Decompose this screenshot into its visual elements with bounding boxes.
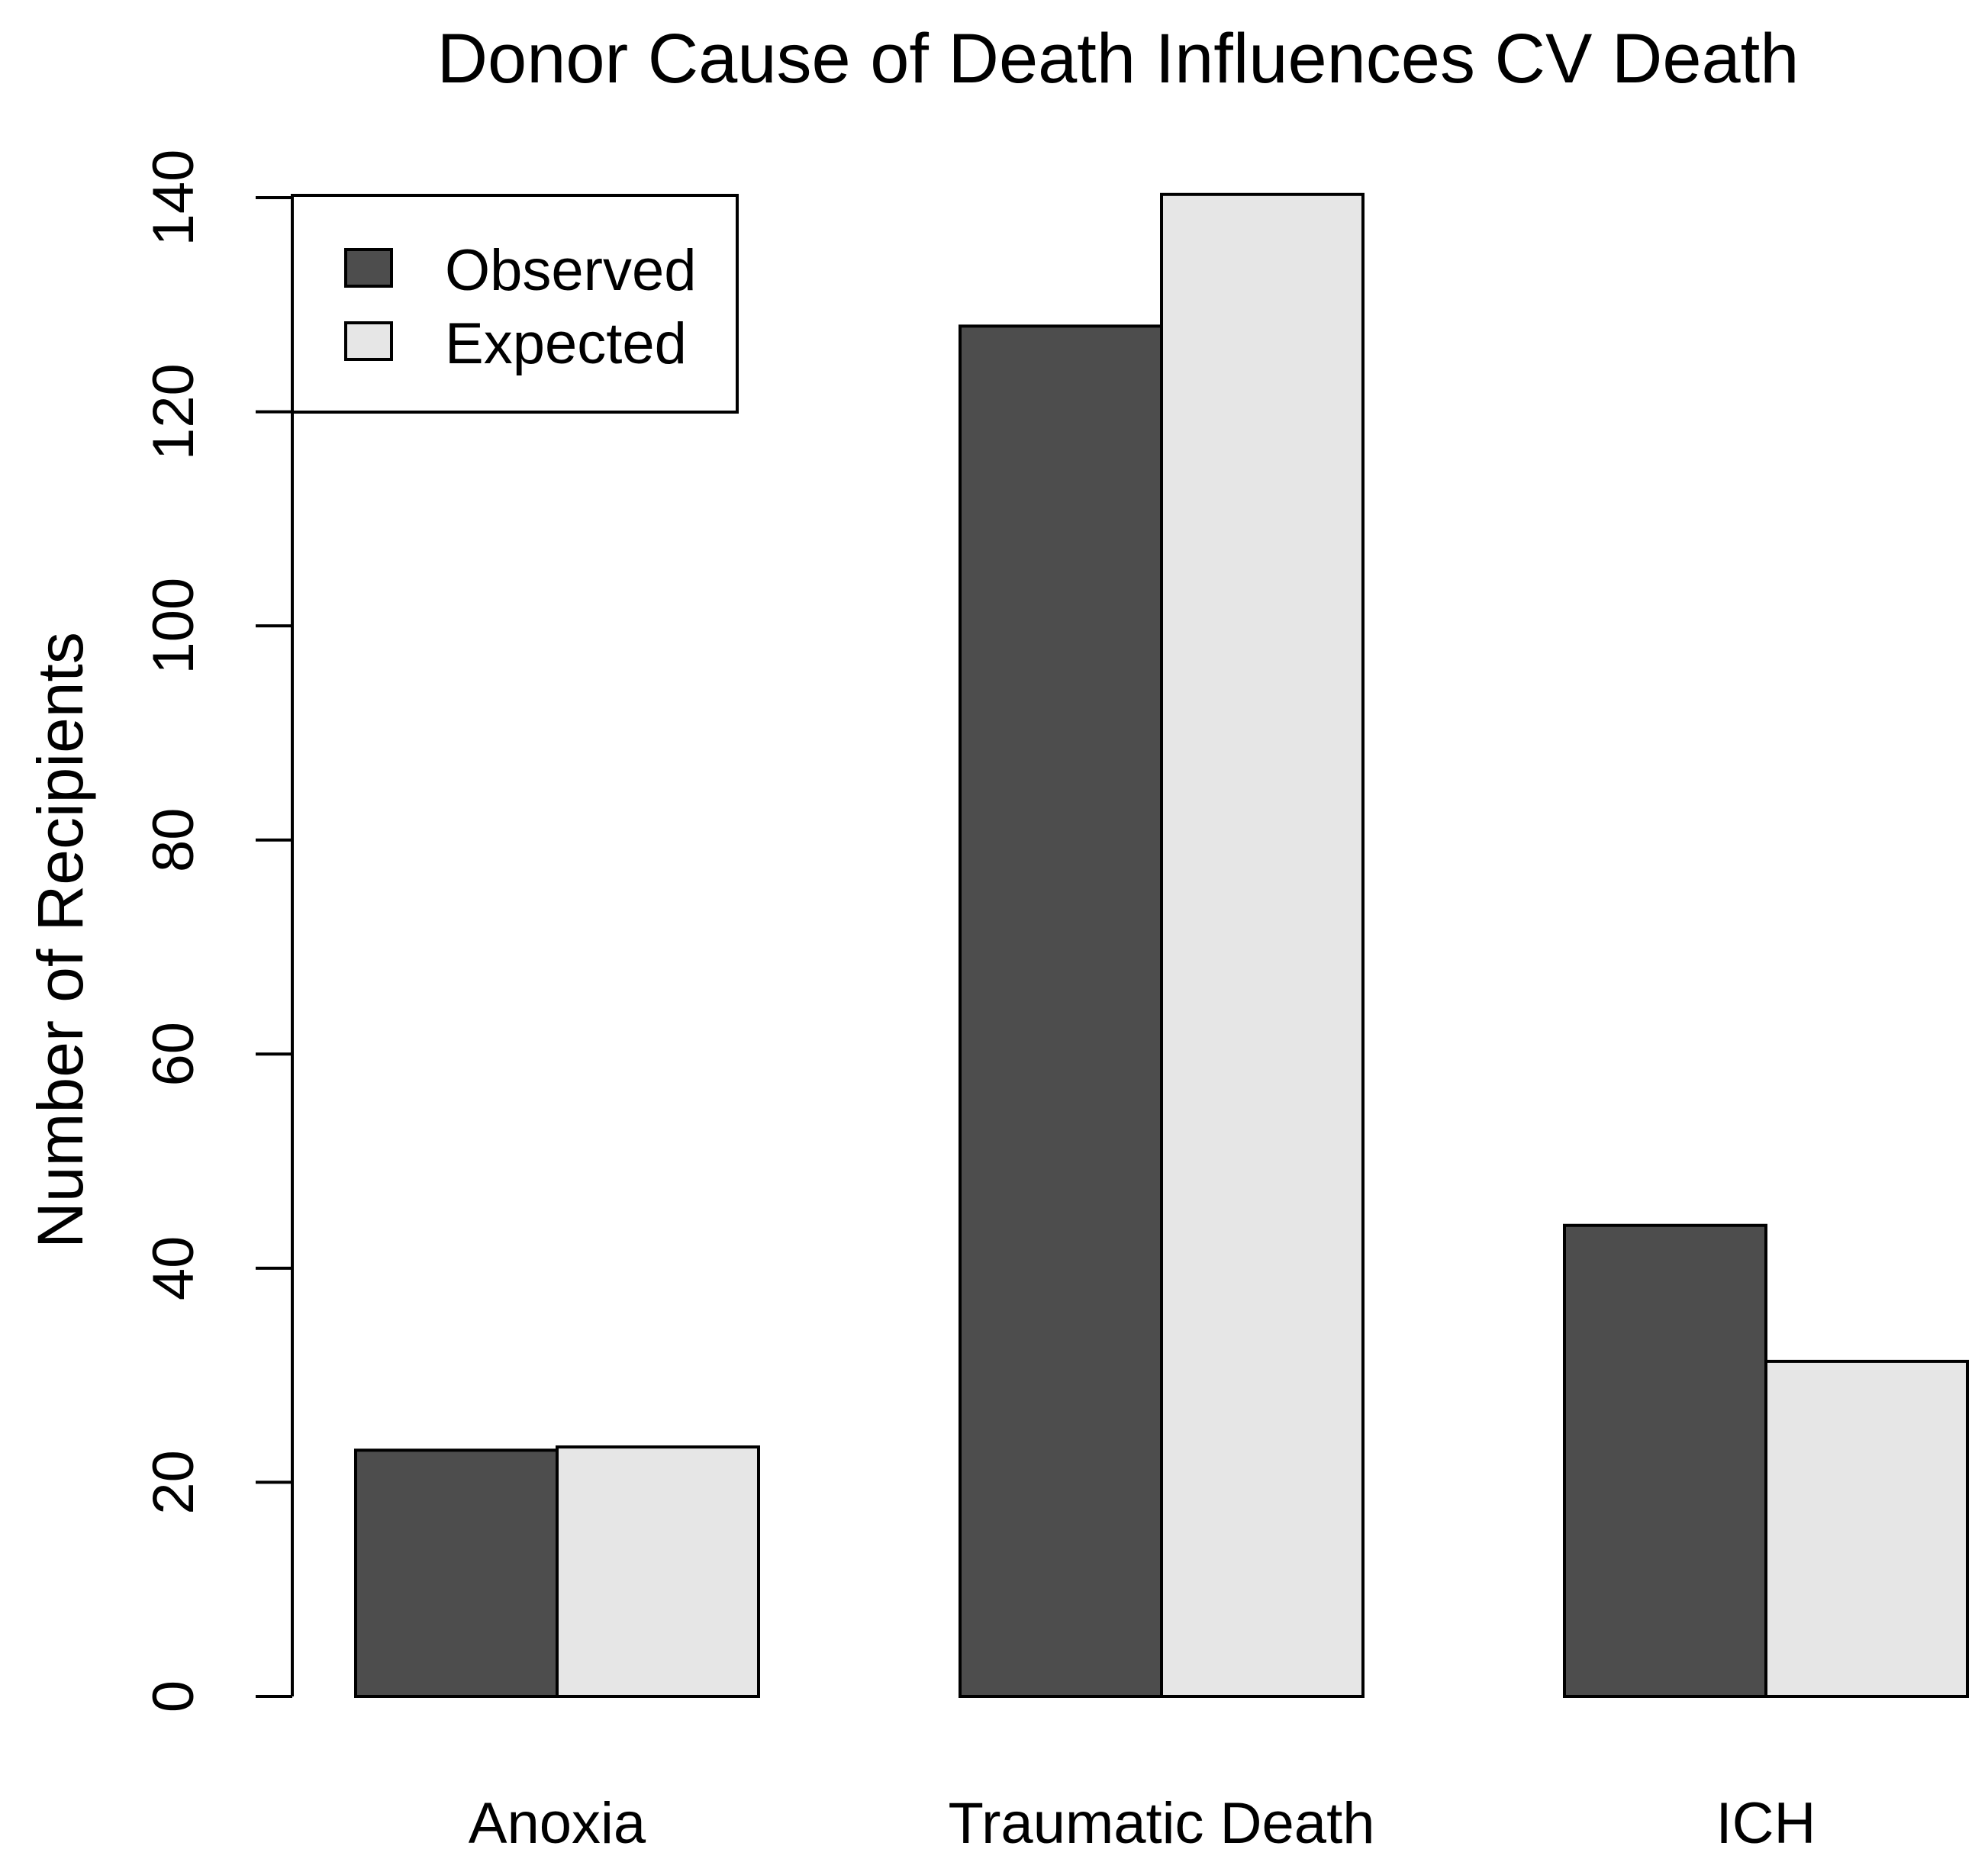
y-tick-label-6: 120: [141, 363, 206, 460]
chart-title: Donor Cause of Death Influences CV Death: [437, 20, 1800, 98]
bar-expected-ich: [1764, 1359, 1969, 1699]
bar-observed-traumatic-death: [959, 324, 1163, 1698]
bar-observed-anoxia: [354, 1448, 559, 1699]
y-axis: 0 20 40 60 80 100 120 140: [141, 150, 294, 1712]
bars: [354, 192, 1969, 1699]
y-tick-label-0: 0: [141, 1680, 206, 1712]
bar-expected-anoxia: [556, 1445, 760, 1698]
y-ticks: 0 20 40 60 80 100 120 140: [141, 150, 292, 1712]
y-axis-label: Number of Recipients: [24, 632, 96, 1248]
legend-label-observed: Observed: [445, 238, 697, 303]
bar-observed-ich: [1563, 1223, 1767, 1698]
legend-swatch-expected: [344, 321, 393, 361]
x-tick-labels: Anoxia Traumatic Death ICH: [469, 1791, 1816, 1856]
y-tick-label-1: 20: [141, 1450, 206, 1515]
legend: Observed Expected: [291, 194, 739, 414]
x-tick-label-traumatic-death: Traumatic Death: [949, 1791, 1375, 1856]
y-tick-label-5: 100: [141, 578, 206, 675]
legend-label-expected: Expected: [445, 311, 687, 376]
y-tick-label-4: 80: [141, 807, 206, 872]
x-tick-label-anoxia: Anoxia: [469, 1791, 646, 1856]
y-tick-label-7: 140: [141, 150, 206, 246]
y-tick-label-2: 40: [141, 1236, 206, 1301]
bar-expected-traumatic-death: [1160, 192, 1365, 1699]
legend-box: [291, 194, 739, 414]
legend-swatch-observed: [344, 248, 393, 288]
x-tick-label-ich: ICH: [1716, 1791, 1816, 1856]
y-tick-label-3: 60: [141, 1022, 206, 1087]
